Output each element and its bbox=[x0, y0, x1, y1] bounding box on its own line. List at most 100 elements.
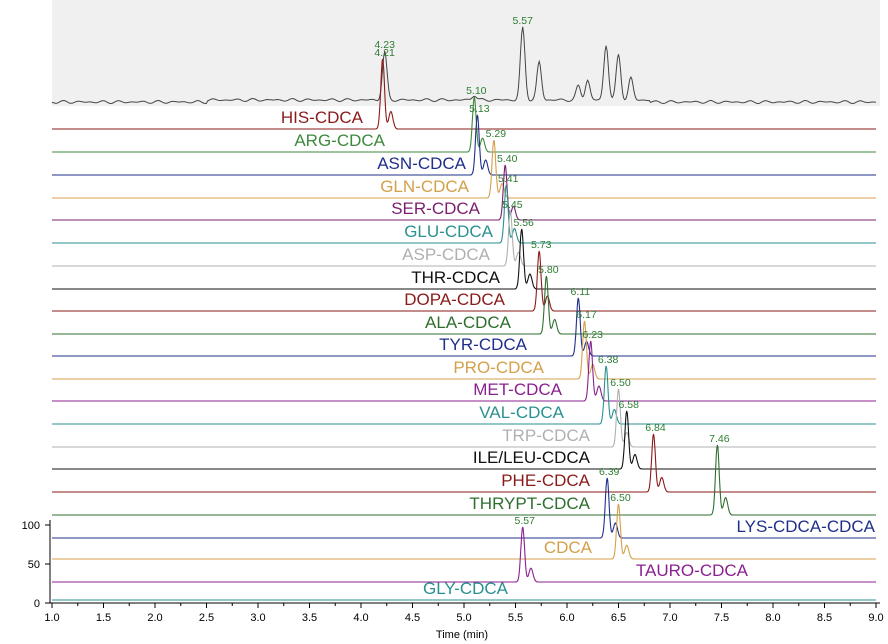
series-cdca bbox=[52, 503, 876, 560]
axes-group: 1.0 1.5 2.0 2.5 3.0 3.5 4.0 4.5 5.0 5.5 6.0 6.5 7.0 7… bbox=[22, 520, 884, 624]
x-tick-label: 2.5 bbox=[199, 612, 214, 624]
series-tyr-cdca bbox=[52, 297, 876, 357]
peak-rt-label: 5.57 bbox=[514, 515, 535, 527]
series-glu-cdca bbox=[52, 184, 876, 244]
tic-trace bbox=[51, 26, 877, 105]
trace-name-label: DOPA-CDCA bbox=[404, 290, 505, 309]
x-tick-label: 9.0 bbox=[868, 612, 883, 624]
peak-rt-label: 6.50 bbox=[610, 492, 631, 504]
x-tick-label: 4.5 bbox=[405, 612, 420, 624]
trace-line bbox=[52, 433, 876, 493]
peak-rt-label: 5.80 bbox=[538, 264, 559, 276]
trace-line bbox=[52, 410, 876, 470]
series-pro-cdca bbox=[52, 320, 876, 380]
trace-name-label: TYR-CDCA bbox=[439, 335, 527, 354]
series-met-cdca bbox=[52, 340, 876, 402]
trace-line bbox=[52, 503, 876, 560]
x-tick-label: 3.5 bbox=[302, 612, 317, 624]
trace-line bbox=[52, 184, 876, 244]
series-phe-cdca bbox=[52, 433, 876, 493]
x-tick-label: 3.0 bbox=[250, 612, 265, 624]
trace-name-label: TRP-CDCA bbox=[502, 426, 590, 445]
peak-rt-label: 5.40 bbox=[497, 153, 518, 165]
trace-name-label: GLN-CDCA bbox=[380, 177, 469, 196]
peak-rt-label: 5.45 bbox=[502, 199, 523, 211]
trace-line bbox=[52, 297, 876, 357]
peak-rt-label: 6.23 bbox=[582, 329, 603, 341]
peak-rt-label: 5.10 bbox=[466, 85, 487, 97]
trace-line bbox=[52, 320, 876, 380]
x-axis-title: Time (min) bbox=[436, 629, 488, 641]
peak-rt-label: 6.84 bbox=[645, 422, 666, 434]
peak-rt-label: 4.21 bbox=[374, 47, 395, 59]
trace-line bbox=[52, 208, 876, 267]
tic-peak-label: 4.23 bbox=[374, 39, 395, 51]
x-tick-label: 8.0 bbox=[765, 612, 780, 624]
trace-name-label: GLY-CDCA bbox=[423, 579, 509, 598]
series-lys-cdca-cdca bbox=[52, 477, 876, 539]
x-tick-label: 8.5 bbox=[817, 612, 832, 624]
trace-name-label: GLU-CDCA bbox=[404, 222, 493, 241]
trace-line bbox=[52, 58, 876, 130]
trace-line bbox=[52, 340, 876, 402]
trace-name-label: LYS-CDCA-CDCA bbox=[736, 517, 875, 536]
series-tauro-cdca bbox=[52, 526, 876, 583]
series-trp-cdca bbox=[52, 388, 876, 448]
tic-peak-label: 5.57 bbox=[512, 15, 533, 27]
peak-rt-label: 6.11 bbox=[570, 286, 590, 298]
trace-line bbox=[52, 275, 876, 335]
series-thrypt-cdca bbox=[52, 444, 876, 516]
trace-name-label: ALA-CDCA bbox=[425, 313, 512, 332]
peak-rt-label: 5.41 bbox=[498, 173, 519, 185]
trace-line bbox=[52, 228, 876, 290]
series-gln-cdca bbox=[52, 139, 876, 199]
trace-line bbox=[52, 114, 876, 176]
trace-name-label: MET-CDCA bbox=[473, 380, 562, 399]
trace-line bbox=[52, 164, 876, 221]
trace-name-label: ASP-CDCA bbox=[402, 245, 491, 264]
trace-name-label: ILE/LEU-CDCA bbox=[473, 448, 591, 467]
peak-rt-label: 5.29 bbox=[486, 128, 507, 140]
peak-rt-label: 5.13 bbox=[469, 103, 490, 115]
x-tick-label: 1.0 bbox=[44, 612, 59, 624]
series-ala-cdca bbox=[52, 275, 876, 335]
series-val-cdca bbox=[52, 365, 876, 425]
trace-group bbox=[51, 26, 877, 601]
trace-name-label: VAL-CDCA bbox=[479, 403, 564, 422]
trace-line bbox=[52, 139, 876, 199]
trace-line bbox=[52, 444, 876, 516]
x-tick-label: 6.0 bbox=[559, 612, 574, 624]
x-tick-label: 2.0 bbox=[147, 612, 162, 624]
trace-name-label: PRO-CDCA bbox=[453, 358, 544, 377]
y-tick-label: 50 bbox=[28, 559, 40, 571]
trace-name-label: CDCA bbox=[544, 538, 593, 557]
trace-name-label: HIS-CDCA bbox=[281, 108, 364, 127]
trace-name-label: SER-CDCA bbox=[391, 199, 480, 218]
trace-name-label: TAURO-CDCA bbox=[636, 561, 749, 580]
trace-name-label: THR-CDCA bbox=[411, 268, 500, 287]
peak-rt-label: 6.17 bbox=[576, 309, 597, 321]
x-tick-label: 4.0 bbox=[353, 612, 368, 624]
series-his-cdca bbox=[52, 58, 876, 130]
peak-rt-label: 6.58 bbox=[619, 399, 640, 411]
trace-line bbox=[52, 477, 876, 539]
series-asn-cdca bbox=[52, 114, 876, 176]
peak-rt-label: 5.56 bbox=[513, 217, 534, 229]
series-ile-leu-cdca bbox=[52, 410, 876, 470]
trace-name-label: ASN-CDCA bbox=[377, 154, 466, 173]
trace-name-label: THRYPT-CDCA bbox=[469, 494, 590, 513]
x-tick-label: 1.5 bbox=[96, 612, 111, 624]
series-thr-cdca bbox=[52, 228, 876, 290]
x-tick-label: 7.5 bbox=[714, 612, 729, 624]
trace-line bbox=[52, 526, 876, 583]
trace-name-label: PHE-CDCA bbox=[501, 471, 590, 490]
peak-rt-label: 6.38 bbox=[598, 354, 619, 366]
peak-rt-label: 5.73 bbox=[531, 239, 552, 251]
peak-rt-label: 6.39 bbox=[599, 466, 620, 478]
x-tick-label: 5.5 bbox=[508, 612, 523, 624]
series-asp-cdca bbox=[52, 208, 876, 267]
tic-panel-background bbox=[52, 0, 880, 106]
x-tick-label: 6.5 bbox=[611, 612, 626, 624]
label-group: 4.23 5.57 4.21 HIS-CDCA 5.10 ARG-CDCA 5.13 ASN-… bbox=[281, 15, 876, 598]
